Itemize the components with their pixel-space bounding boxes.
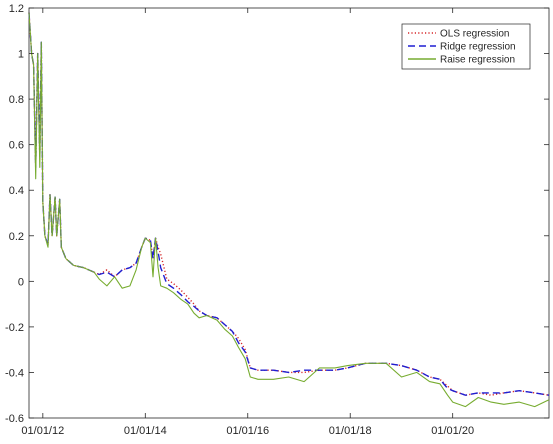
y-tick-label: -0.2 [5, 322, 24, 334]
legend-label-2: Ridge regression [440, 42, 516, 53]
x-tick-label: 01/01/20 [431, 425, 474, 437]
y-tick-label: -0.4 [5, 367, 24, 379]
y-tick-label: 1.2 [9, 3, 24, 15]
legend: OLS regression Ridge regression Raise regr… [402, 24, 530, 69]
plot-area [29, 8, 549, 418]
y-tick-label: 0.2 [9, 231, 24, 243]
y-tick-label: 1 [18, 49, 24, 61]
y-tick-label: 0.6 [9, 140, 24, 152]
legend-label-3: Raise regression [440, 55, 515, 66]
y-tick-label: 0.8 [9, 94, 24, 106]
x-tick-label: 01/01/12 [21, 425, 64, 437]
x-tick-label: 01/01/14 [124, 425, 167, 437]
x-tick-label: 01/01/18 [329, 425, 372, 437]
y-tick-label: 0.4 [9, 185, 24, 197]
y-tick-label: -0.6 [5, 413, 24, 425]
x-tick-label: 01/01/16 [226, 425, 269, 437]
legend-label-1: OLS regression [440, 29, 509, 40]
y-tick-label: 0 [18, 276, 24, 288]
